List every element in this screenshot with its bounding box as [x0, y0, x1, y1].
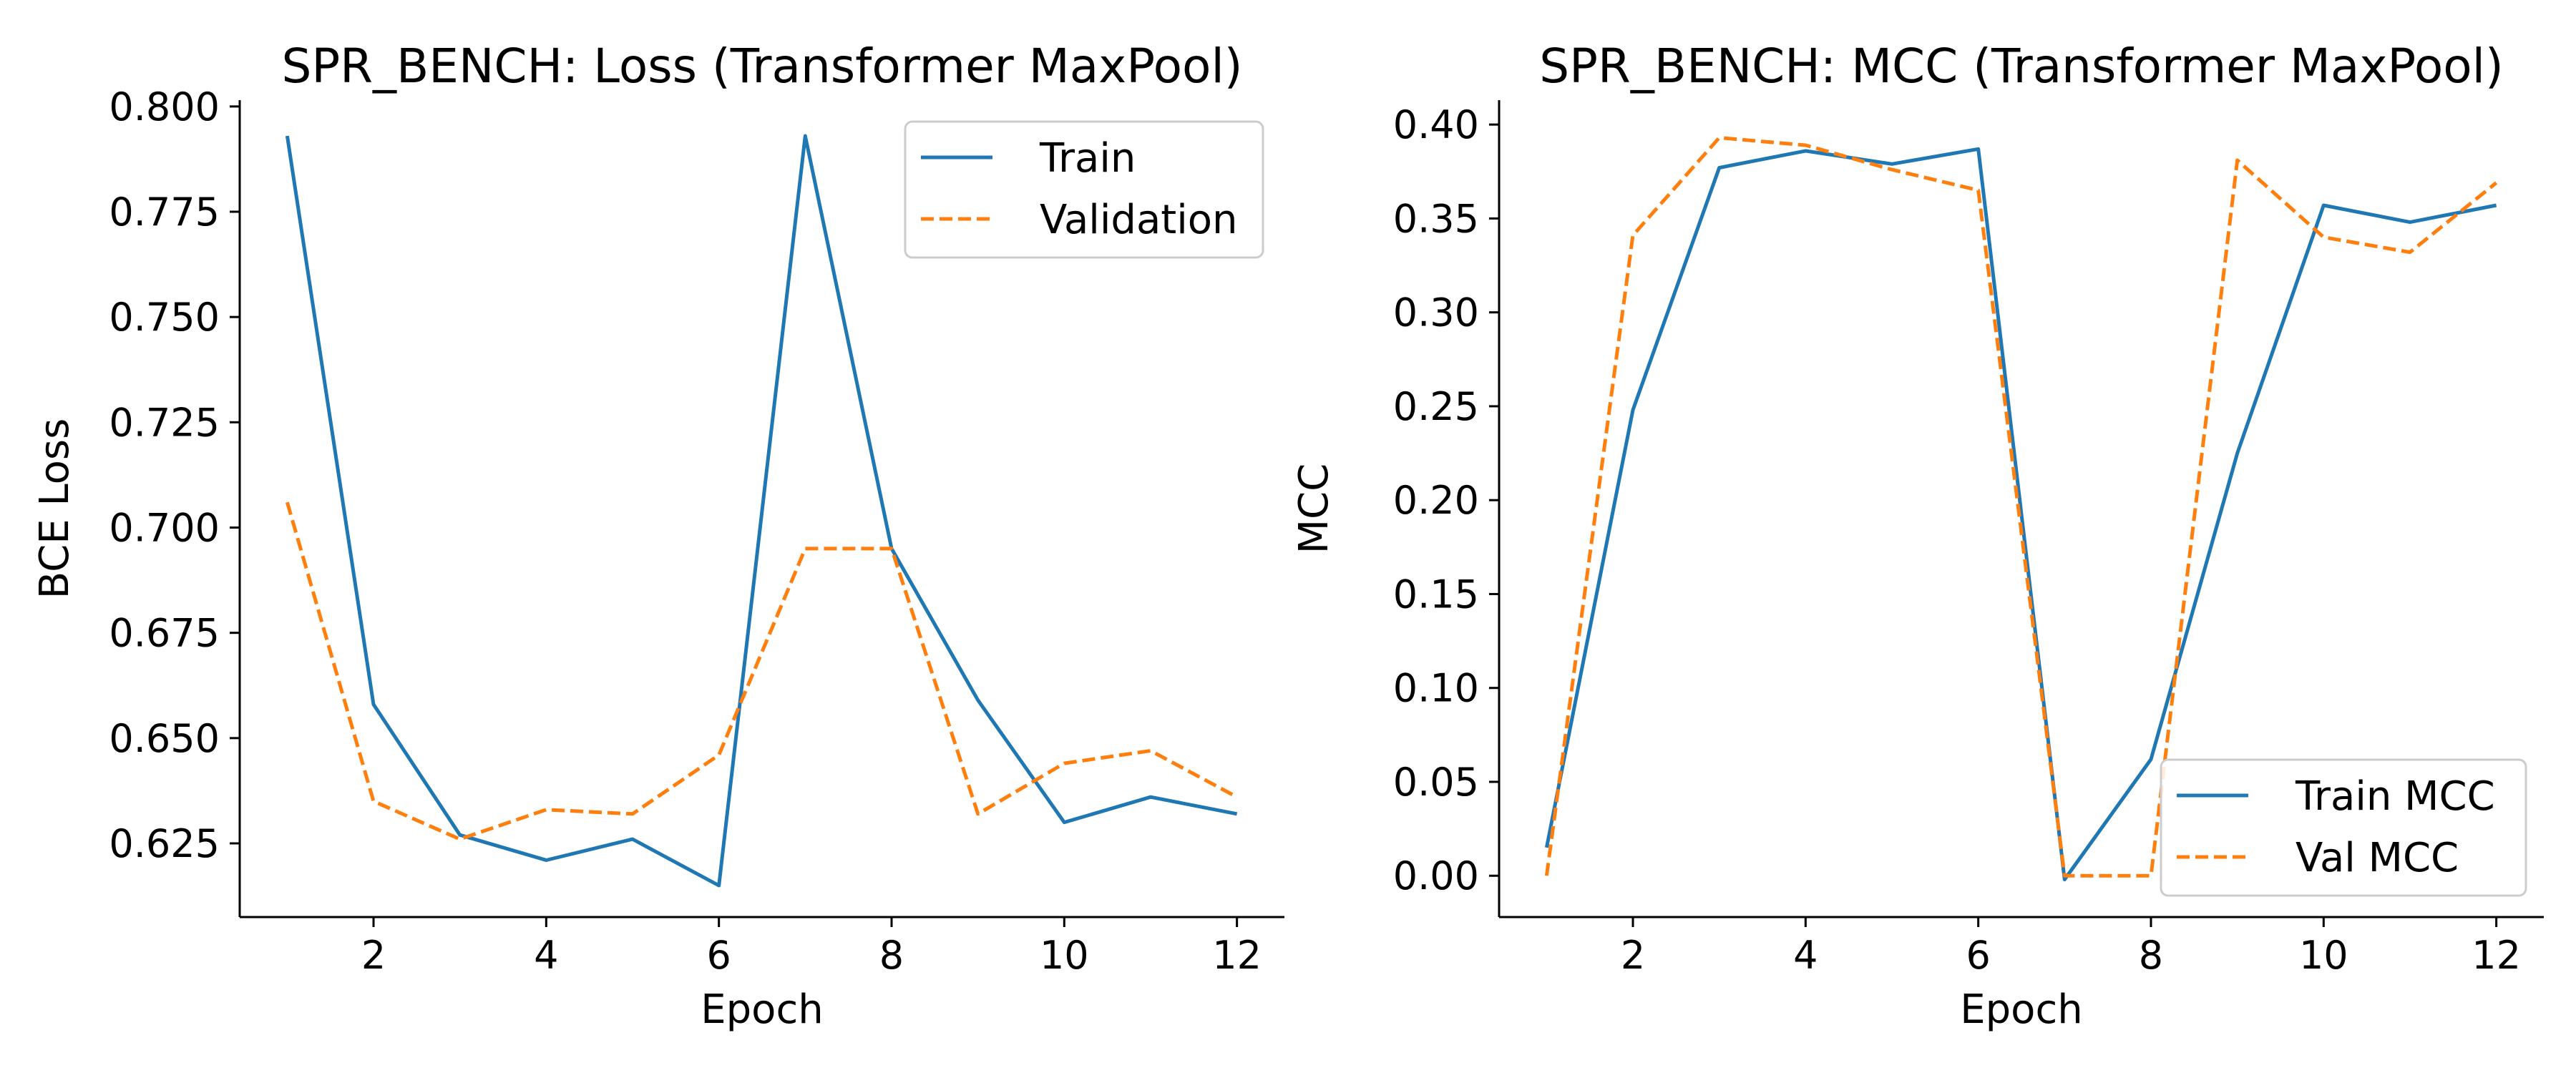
loss-y-tick-label: 0.775: [109, 190, 220, 235]
mcc-legend-label: Train MCC: [2295, 773, 2495, 820]
loss-y-tick-label: 0.650: [109, 716, 220, 761]
mcc-x-tick-label: 12: [2472, 933, 2521, 978]
loss-x-tick-label: 4: [534, 933, 558, 978]
mcc-series-line-validation: [1544, 136, 2498, 878]
loss-y-tick-label: 0.725: [109, 400, 220, 445]
mcc-legend-label: Val MCC: [2296, 835, 2459, 881]
mcc-y-tick-label: 0.10: [1393, 666, 1479, 711]
loss-x-axis-label: Epoch: [701, 986, 823, 1033]
mcc-x-tick-label: 4: [1793, 933, 1818, 978]
loss-legend-box: [904, 120, 1264, 259]
mcc-chart-panel: SPR_BENCH: MCC (Transformer MaxPool) 2 4 6 8…: [1291, 39, 2544, 1033]
mcc-chart-title: SPR_BENCH: MCC (Transformer MaxPool): [1539, 39, 2503, 94]
loss-y-axis-label: BCE Loss: [31, 418, 78, 599]
loss-y-tick-label: 0.625: [109, 821, 220, 866]
mcc-y-tick-label: 0.00: [1393, 853, 1479, 898]
mcc-y-tick-label: 0.20: [1393, 478, 1479, 523]
mcc-y-axis-label: MCC: [1291, 464, 1337, 554]
loss-y-tick-label: 0.750: [109, 295, 220, 340]
loss-x-tick-label: 10: [1040, 933, 1089, 978]
mcc-y-tick-label: 0.40: [1393, 102, 1479, 147]
loss-legend-label: Train: [1039, 135, 1136, 182]
loss-series-line-train: [285, 134, 1238, 888]
mcc-x-tick-label: 8: [2139, 933, 2163, 978]
loss-y-tick-label: 0.800: [109, 84, 220, 129]
loss-y-tick-label: 0.675: [109, 611, 220, 656]
loss-chart-title: SPR_BENCH: Loss (Transformer MaxPool): [281, 39, 1242, 94]
loss-chart-panel: SPR_BENCH: Loss (Transformer MaxPool) 2 4 6…: [31, 39, 1284, 1033]
mcc-x-axis-label: Epoch: [1960, 986, 2082, 1033]
loss-x-tick-label: 8: [879, 933, 904, 978]
mcc-y-tick-label: 0.05: [1393, 760, 1479, 805]
loss-y-tick-label: 0.700: [109, 505, 220, 550]
mcc-y-tick-label: 0.35: [1393, 196, 1479, 241]
loss-x-tick-label: 2: [361, 933, 386, 978]
mcc-y-tick-label: 0.25: [1393, 384, 1479, 429]
mcc-y-tick-label: 0.30: [1393, 290, 1479, 335]
mcc-legend-box: [2160, 758, 2527, 897]
mcc-y-tick-label: 0.15: [1393, 572, 1479, 617]
loss-x-tick-label: 12: [1212, 933, 1262, 978]
mcc-x-tick-label: 6: [1966, 933, 1990, 978]
loss-x-tick-label: 6: [706, 933, 731, 978]
loss-legend-label: Validation: [1040, 197, 1238, 243]
mcc-x-tick-label: 10: [2299, 933, 2348, 978]
mcc-x-tick-label: 2: [1621, 933, 1645, 978]
mcc-series-line-train: [1544, 147, 2497, 881]
